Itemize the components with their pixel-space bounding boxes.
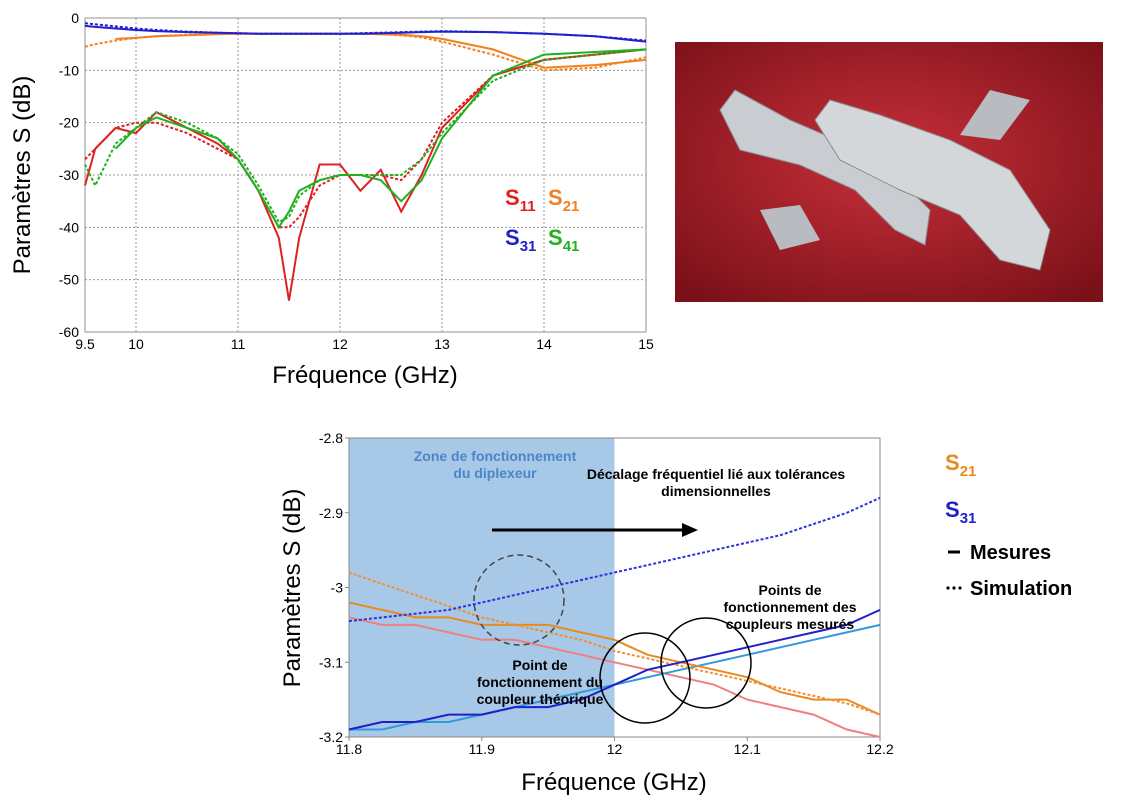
x-tick-label: 14: [536, 336, 552, 352]
arrow-head: [682, 523, 698, 537]
part: [760, 205, 820, 250]
y-axis-label: Paramètres S (dB): [279, 489, 306, 688]
x-tick-label: 11: [231, 336, 246, 352]
series-line: [348, 608, 881, 731]
x-tick-label: 12: [332, 336, 348, 352]
legend-entry: S31: [505, 225, 536, 255]
y-axis-label: Paramètres S (dB): [9, 76, 36, 275]
part: [814, 99, 1051, 271]
photo: [675, 42, 1103, 302]
x-tick-label: 11.8: [336, 741, 362, 757]
y-tick-label: -3.1: [319, 654, 343, 670]
style-swatch-dot: [958, 586, 962, 590]
series-line: [115, 32, 647, 69]
x-tick-label: 15: [638, 336, 654, 352]
series-line: [84, 48, 647, 301]
legend-style: Simulation: [970, 578, 1072, 600]
style-swatch-dot: [952, 586, 956, 590]
y-tick-label: -3: [331, 580, 344, 596]
legend-letter: S: [505, 225, 520, 250]
annotation: Point de fonctionnement du coupleur théo…: [476, 657, 604, 707]
legend-subscript: 21: [563, 198, 580, 215]
y-tick-label: -10: [59, 62, 79, 78]
legend-style: Mesures: [970, 542, 1051, 564]
series-line: [348, 616, 881, 738]
series-line-dashed: [348, 571, 881, 716]
annotation: Décalage fréquentiel lié aux tolérances …: [586, 466, 846, 499]
legend-letter: S: [548, 225, 563, 250]
circle: [473, 554, 565, 646]
legend-subscript: 21: [960, 463, 977, 480]
annotation: Zone de fonctionnement du diplexeur: [413, 448, 577, 481]
x-axis-label: Fréquence (GHz): [272, 362, 457, 389]
y-tick-label: -3.2: [319, 729, 343, 745]
legend-subscript: 41: [563, 238, 580, 255]
annotation: Points de fonctionnement des coupleurs m…: [723, 582, 857, 632]
part: [960, 90, 1030, 140]
legend-letter: S: [505, 185, 520, 210]
x-tick-label: 12: [607, 741, 623, 757]
legend-letter: S: [548, 185, 563, 210]
x-tick-label: 10: [128, 336, 144, 352]
x-tick-label: 13: [434, 336, 450, 352]
chart2-decorations: [473, 523, 752, 724]
circle: [599, 632, 691, 724]
legend-entry: S41: [548, 225, 579, 255]
y-tick-label: -40: [59, 219, 79, 235]
y-tick-label: -20: [59, 115, 79, 131]
x-axis-label: Fréquence (GHz): [521, 769, 706, 796]
legend-subscript: 31: [960, 510, 977, 527]
legend-entry: S31: [945, 497, 976, 527]
legend-letter: S: [945, 497, 960, 522]
x-tick-label: 12.2: [866, 741, 893, 757]
series-line-dashed: [84, 48, 647, 229]
legend-letter: S: [945, 450, 960, 475]
series-line-dashed: [84, 48, 647, 224]
y-tick-label: -60: [59, 324, 79, 340]
series-line: [84, 24, 647, 43]
legend-subscript: 31: [520, 238, 537, 255]
legend-entry: S21: [548, 185, 579, 215]
circle: [660, 617, 752, 709]
series-line: [348, 601, 881, 716]
series-line: [114, 48, 647, 230]
x-tick-label: 12.1: [734, 741, 761, 757]
y-tick-label: -2.8: [319, 430, 343, 446]
x-tick-label: 11.9: [469, 741, 495, 757]
x-tick-label: 9.5: [75, 336, 95, 352]
legend-entry: S11: [505, 185, 536, 215]
legend-subscript: 11: [520, 198, 536, 215]
y-tick-label: -50: [59, 272, 79, 288]
y-tick-label: -30: [59, 167, 79, 183]
y-tick-label: -2.9: [319, 505, 343, 521]
style-swatch-dot: [946, 586, 950, 590]
series-line-dashed: [84, 32, 647, 72]
series-line-dashed: [348, 496, 881, 623]
legend-entry: S21: [945, 450, 976, 480]
y-tick-label: 0: [71, 10, 79, 26]
